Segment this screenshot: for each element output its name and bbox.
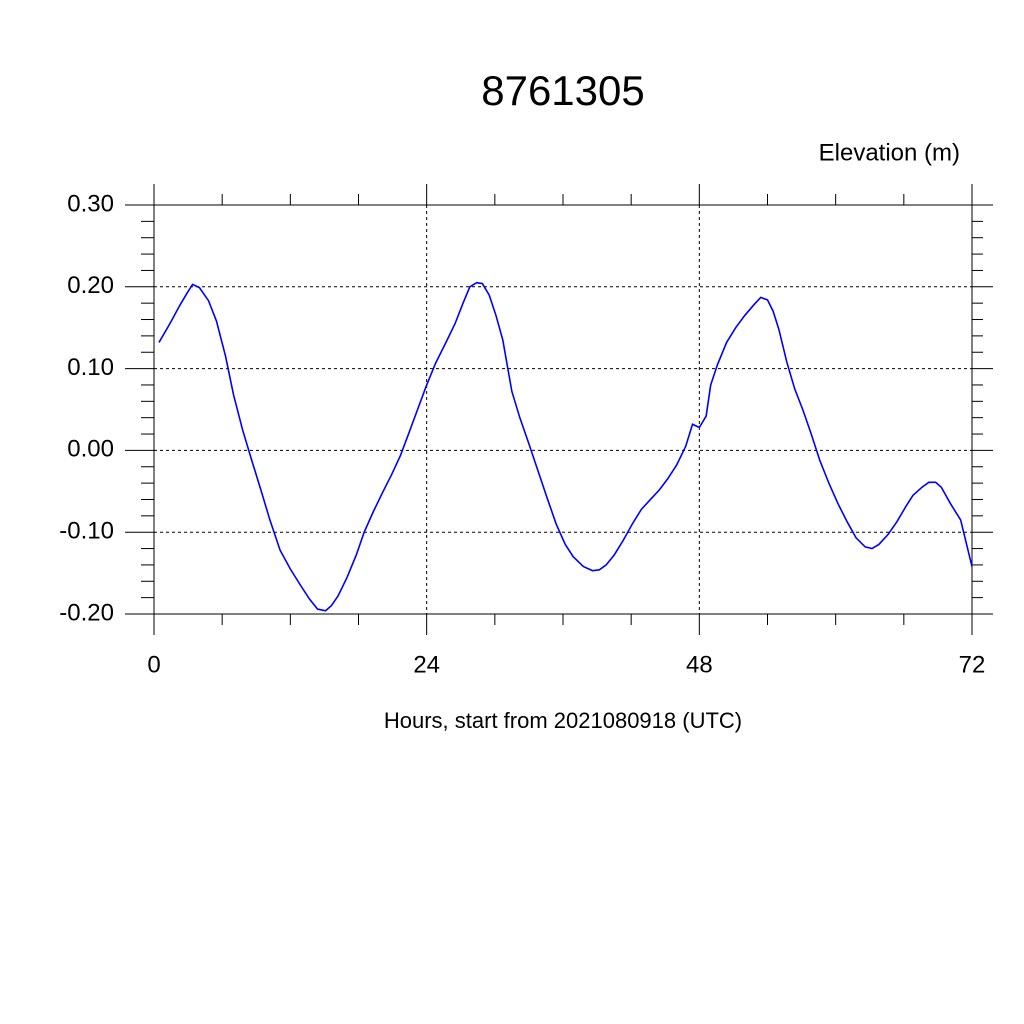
- y-tick-label: -0.10: [59, 518, 114, 545]
- y-tick-label: -0.20: [59, 599, 114, 626]
- chart-title: 8761305: [481, 67, 645, 114]
- x-tick-label: 72: [959, 651, 986, 678]
- plot-frame: [153, 204, 973, 615]
- data-line: [158, 281, 973, 612]
- y-tick-label: 0.30: [67, 190, 114, 217]
- x-axis-label: Hours, start from 2021080918 (UTC): [384, 708, 742, 733]
- y-tick-label: 0.10: [67, 354, 114, 381]
- y-tick-label: 0.20: [67, 272, 114, 299]
- y-tick-label: 0.00: [67, 436, 114, 463]
- x-tick-label: 24: [413, 651, 440, 678]
- x-tick-label: 48: [686, 651, 713, 678]
- x-tick-label: 0: [147, 651, 160, 678]
- y-axis-label: Elevation (m): [819, 139, 960, 166]
